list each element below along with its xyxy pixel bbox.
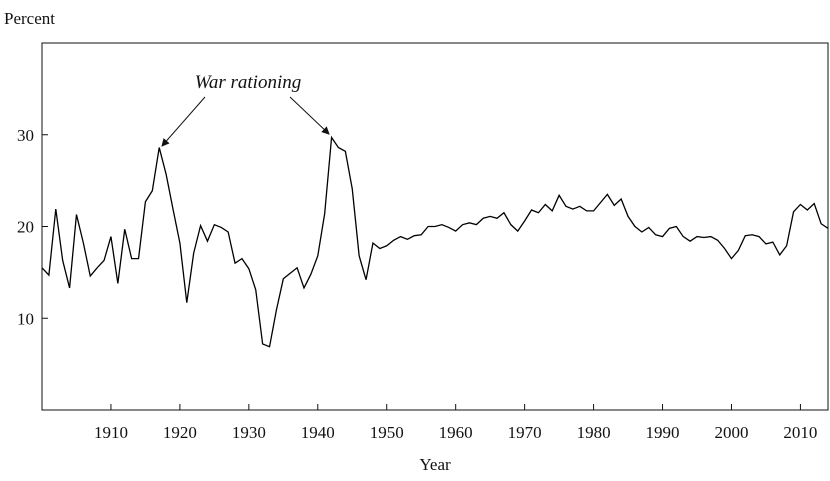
x-tick-label: 1920: [163, 423, 197, 442]
x-tick-label: 1910: [94, 423, 128, 442]
y-tick-label: 30: [17, 126, 34, 145]
annotation: War rationing: [195, 72, 301, 93]
x-tick-label: 1950: [370, 423, 404, 442]
x-tick-label: 1980: [577, 423, 611, 442]
x-tick-label: 1970: [508, 423, 542, 442]
x-tick-label: 1960: [439, 423, 473, 442]
x-tick-label: 1990: [646, 423, 680, 442]
y-tick-label: 10: [17, 309, 34, 328]
annotation-arrow: [161, 96, 206, 147]
x-axis-label: Year: [419, 455, 451, 474]
x-tick-label: 1930: [232, 423, 266, 442]
x-tick-label: 2010: [783, 423, 817, 442]
x-tick-label: 1940: [301, 423, 335, 442]
y-tick-label: 20: [17, 218, 34, 237]
y-axis-label: Percent: [4, 9, 55, 28]
x-tick-label: 2000: [714, 423, 748, 442]
annotation-arrow: [289, 96, 330, 135]
data-line: [41, 135, 829, 348]
